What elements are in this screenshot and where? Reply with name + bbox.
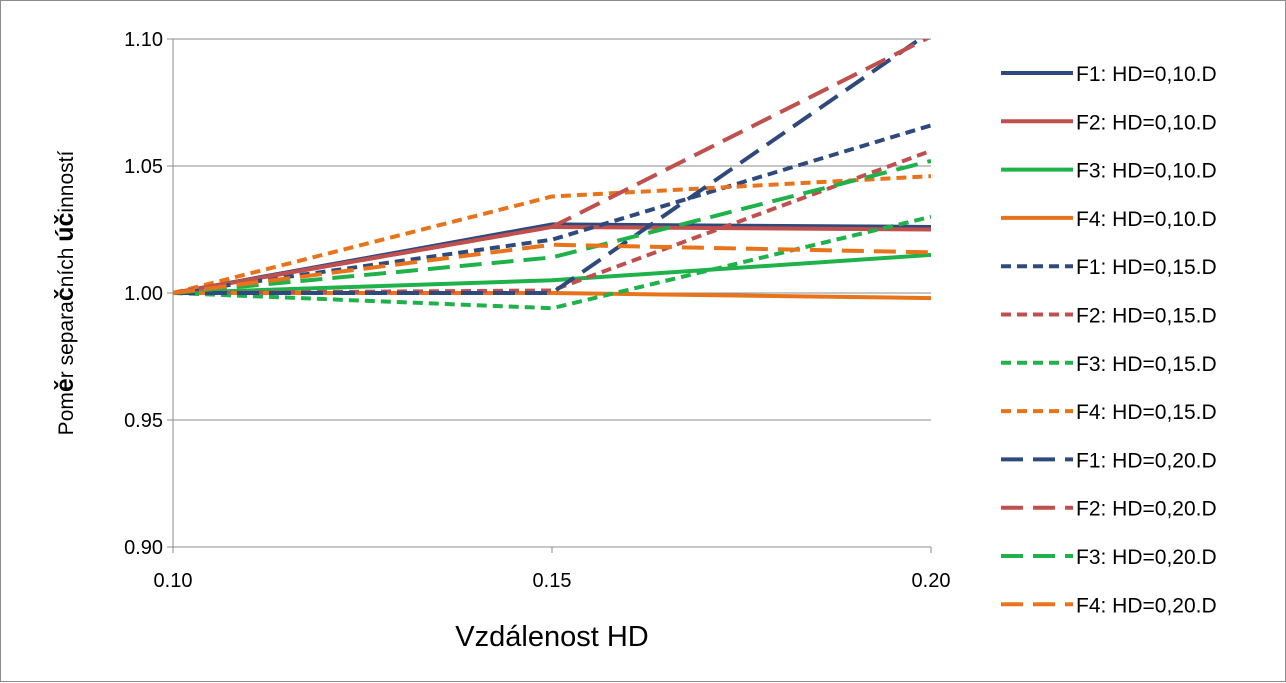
legend-item: F3: HD=0,15.D	[1001, 353, 1217, 376]
y-tick-label: 1.05	[124, 156, 163, 178]
y-axis-title-segment: č	[51, 287, 79, 301]
y-tick-label: 1.10	[124, 29, 163, 51]
series-line-6	[173, 148, 931, 295]
legend-label: F1: HD=0,15.D	[1076, 256, 1217, 279]
legend-item: F2: HD=0,15.D	[1001, 305, 1217, 328]
legend-label: F4: HD=0,20.D	[1076, 594, 1217, 617]
series-line-12	[173, 242, 931, 295]
y-tick-label: 1.00	[124, 283, 163, 305]
legend-item: F1: HD=0,20.D	[1001, 449, 1217, 472]
series-lines	[173, 39, 931, 311]
legend-label: F3: HD=0,10.D	[1076, 160, 1217, 183]
y-tick-labels: 0.90 0.95 1.00 1.05 1.10	[124, 29, 163, 559]
legend-item: F3: HD=0,10.D	[1001, 160, 1217, 183]
legend-label: F2: HD=0,20.D	[1076, 498, 1217, 521]
y-axis-title-segment: Pom	[55, 392, 78, 435]
legend-label: F3: HD=0,15.D	[1076, 353, 1217, 376]
series-line-4	[173, 291, 931, 301]
x-tick-label: 0.10	[154, 570, 193, 592]
series-line-5	[173, 123, 931, 295]
series-line-11	[173, 158, 931, 295]
series-line-9	[173, 39, 924, 295]
y-axis-title-segment: ě	[51, 378, 79, 392]
legend-label: F4: HD=0,15.D	[1076, 401, 1217, 424]
y-tick-label: 0.90	[124, 537, 163, 559]
x-tick-labels: 0.10 0.15 0.20	[154, 570, 951, 592]
legend-label: F1: HD=0,10.D	[1076, 63, 1217, 86]
legend-label: F2: HD=0,10.D	[1076, 111, 1217, 134]
y-axis-title-segment: ních	[55, 242, 78, 288]
legend-label: F3: HD=0,20.D	[1076, 546, 1217, 569]
x-axis-title: Vzdálenost HD	[455, 621, 648, 653]
legend-item: F3: HD=0,20.D	[1001, 546, 1217, 569]
series-line-10	[173, 39, 931, 295]
y-axis-title-segment: r separa	[55, 301, 78, 378]
y-axis-title-segment: inností	[55, 151, 78, 213]
y-tick-label: 0.95	[124, 410, 163, 432]
legend-label: F2: HD=0,15.D	[1076, 305, 1217, 328]
y-axis-title: Poměr separačních účinností	[51, 151, 79, 436]
legend-item: F4: HD=0,10.D	[1001, 208, 1217, 231]
legend-item: F1: HD=0,10.D	[1001, 63, 1217, 86]
legend-item: F4: HD=0,15.D	[1001, 401, 1217, 424]
series-line-8	[173, 174, 931, 295]
legend-item: F2: HD=0,20.D	[1001, 498, 1217, 521]
legend-item: F4: HD=0,20.D	[1001, 594, 1217, 617]
legend-label: F1: HD=0,20.D	[1076, 449, 1217, 472]
y-axis-title-segment: úč	[51, 212, 79, 241]
series-line-3	[173, 252, 931, 295]
legend-item: F1: HD=0,15.D	[1001, 256, 1217, 279]
x-tick-label: 0.20	[912, 570, 951, 592]
x-tick-label: 0.15	[533, 570, 572, 592]
legend-label: F4: HD=0,10.D	[1076, 208, 1217, 231]
legend-item: F2: HD=0,10.D	[1001, 111, 1217, 134]
legend: F1: HD=0,10.D F2: HD=0,10.D F3: HD=0,10.D F…	[1001, 63, 1217, 617]
